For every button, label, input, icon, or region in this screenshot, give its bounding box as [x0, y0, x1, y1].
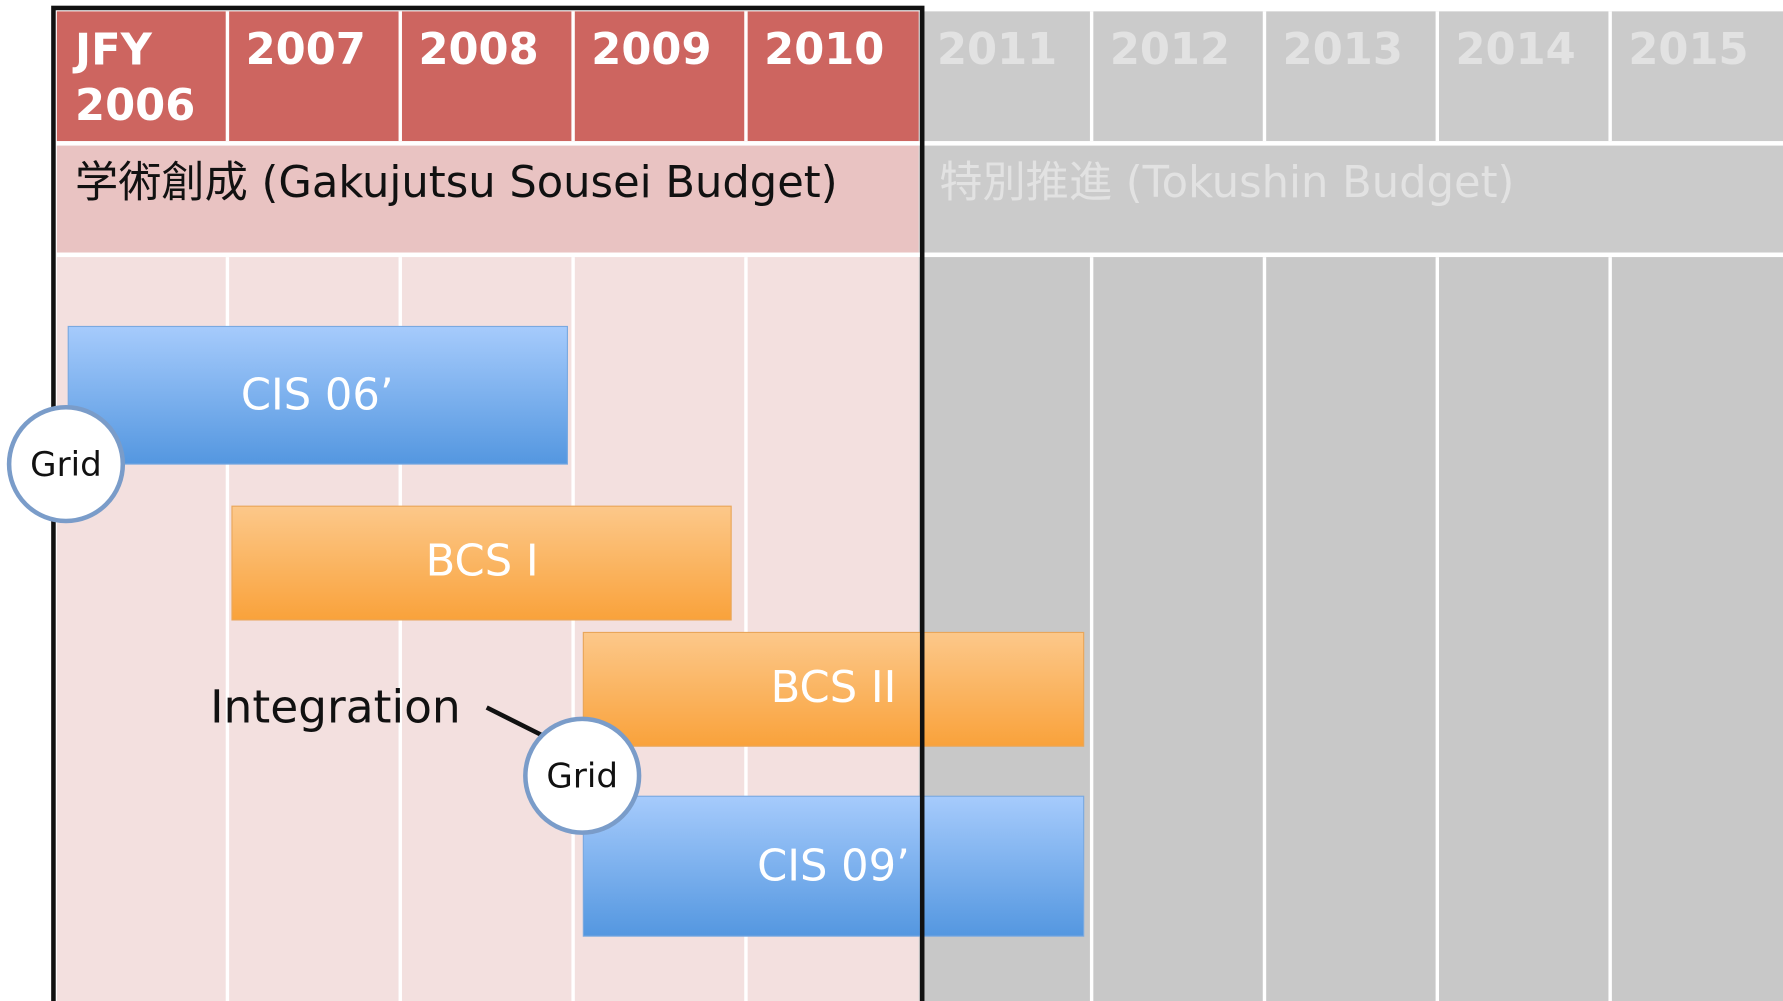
project-bar [67, 325, 568, 465]
budget-bg-gray [918, 145, 1783, 253]
project-bar [231, 505, 732, 621]
year-label: 2013 [1283, 25, 1403, 75]
year-label: 2011 [937, 25, 1057, 75]
project-bar [582, 631, 1085, 747]
year-label: 2012 [1110, 25, 1230, 75]
year-label: 2010 [764, 25, 884, 75]
badge [6, 404, 126, 524]
bar-label: BCS II [771, 663, 897, 713]
year-label: 2015 [1628, 25, 1748, 75]
year-label: JFY 2006 [72, 25, 195, 131]
year-label: 2009 [591, 25, 711, 75]
budget-label: 特別推進 (Tokushin Budget) [939, 158, 1514, 208]
year-label: 2014 [1456, 25, 1576, 75]
year-label: 2007 [246, 25, 366, 75]
annotation: Integration [210, 680, 461, 733]
bar-label: CIS 09’ [757, 842, 910, 892]
header-bg-gray [918, 11, 1783, 142]
budget-label: 学術創成 (Gakujutsu Sousei Budget) [75, 158, 838, 208]
badge-label: Grid [546, 757, 618, 797]
bar-label: BCS I [426, 537, 539, 587]
badge-label: Grid [30, 445, 102, 485]
annotation-arrow [485, 705, 547, 740]
budget-bg [56, 145, 919, 253]
header-bg [56, 11, 919, 142]
project-bar [582, 795, 1085, 937]
badge [523, 716, 642, 835]
year-label: 2008 [418, 25, 538, 75]
bar-label: CIS 06’ [241, 371, 394, 421]
